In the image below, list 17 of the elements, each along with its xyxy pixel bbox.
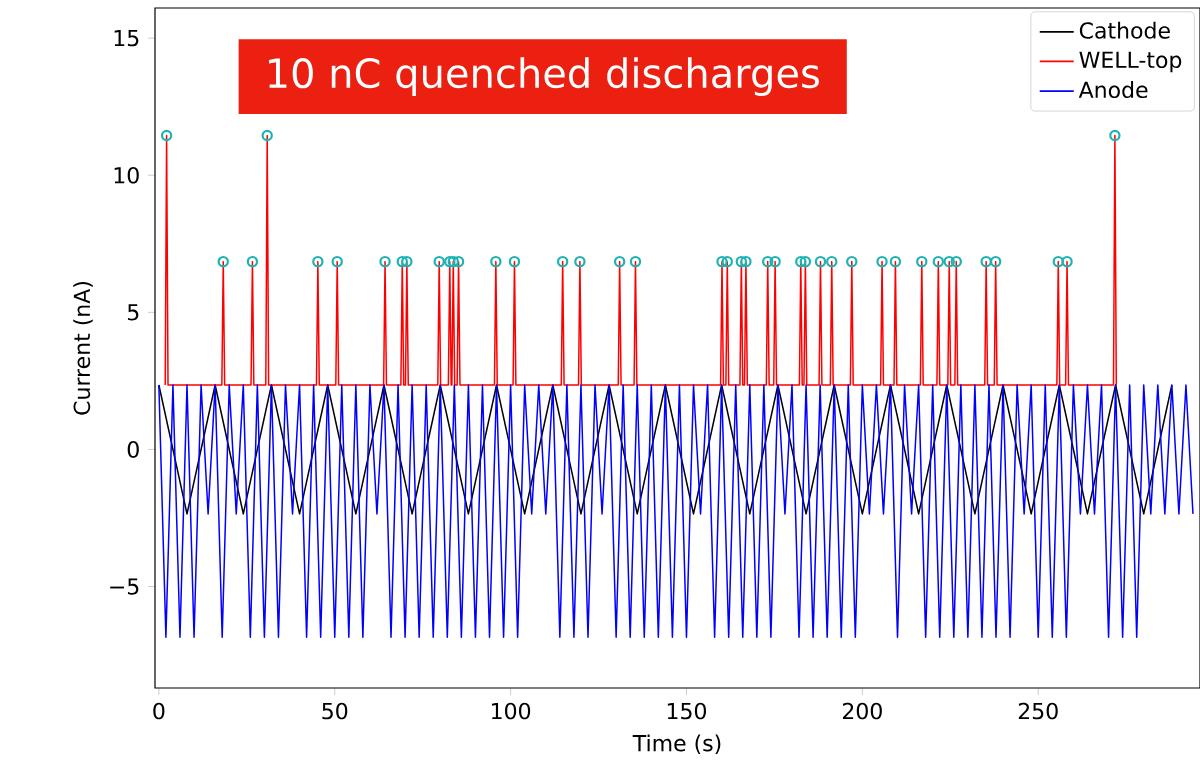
legend-label: WELL-top bbox=[1079, 51, 1182, 73]
y-tick-label: 5 bbox=[127, 304, 139, 321]
y-tick-label: 0 bbox=[127, 441, 139, 458]
y-tick-label: 15 bbox=[114, 29, 139, 47]
y-axis-title: Current (nA) bbox=[73, 282, 93, 415]
x-tick-label: 150 bbox=[667, 702, 706, 720]
x-tick-label: 0 bbox=[153, 702, 165, 720]
legend-label: Anode bbox=[1078, 81, 1148, 99]
legend-label: Cathode bbox=[1079, 21, 1170, 39]
x-tick-label: 100 bbox=[492, 702, 531, 720]
x-axis-title: Time (s) bbox=[632, 734, 721, 755]
y-tick-label: 10 bbox=[114, 166, 139, 184]
x-tick-label: 200 bbox=[842, 702, 882, 720]
x-tick-label: 250 bbox=[1018, 702, 1058, 720]
x-tick-label: 50 bbox=[322, 702, 348, 720]
text: 10 nC quenched discharges bbox=[269, 57, 819, 97]
y-tick-label: −5 bbox=[110, 578, 139, 595]
